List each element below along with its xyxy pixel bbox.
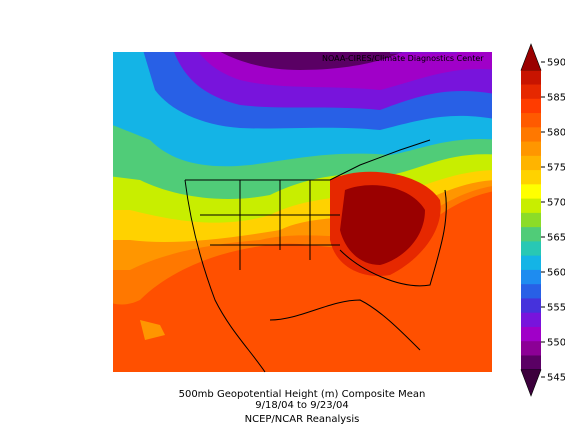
colorbar-label: 5650 bbox=[547, 233, 565, 244]
colorbar-swatch bbox=[521, 298, 541, 314]
colorbar-label: 5600 bbox=[547, 268, 565, 279]
colorbar-swatch bbox=[521, 98, 541, 114]
colorbar-swatch bbox=[521, 341, 541, 356]
coastlines bbox=[184, 139, 447, 373]
colorbar-swatch bbox=[521, 241, 541, 257]
colorbar-swatch bbox=[521, 255, 541, 271]
colorbar-swatch bbox=[521, 70, 541, 86]
colorbar-label: 5900 bbox=[547, 58, 565, 69]
colorbar-swatch bbox=[521, 212, 541, 228]
colorbar-label: 5750 bbox=[547, 163, 565, 174]
colorbar-label: 5700 bbox=[547, 198, 565, 209]
colorbar-swatch bbox=[521, 326, 541, 342]
colorbar-swatch bbox=[521, 198, 541, 214]
outline bbox=[184, 139, 447, 373]
colorbar-swatch bbox=[521, 312, 541, 328]
colorbar-swatch bbox=[521, 284, 541, 299]
caption-dates: 9/18/04 to 9/23/04 bbox=[255, 400, 349, 411]
colorbar-swatch bbox=[521, 170, 541, 185]
colorbar-label: 5850 bbox=[547, 93, 565, 104]
colorbar-swatch bbox=[521, 269, 541, 285]
colorbar-cap bbox=[520, 369, 542, 397]
band bbox=[220, 52, 403, 70]
colorbar-swatch bbox=[521, 155, 541, 171]
caption-source: NCEP/NCAR Reanalysis bbox=[245, 414, 360, 425]
state-lines bbox=[185, 179, 340, 270]
colorbar-swatch bbox=[521, 184, 541, 200]
colorbar-swatch bbox=[521, 355, 541, 371]
colorbar-swatch bbox=[521, 127, 541, 143]
colorbar-label: 5450 bbox=[547, 373, 565, 384]
band bbox=[140, 320, 165, 340]
colorbar-swatch bbox=[521, 84, 541, 100]
colorbar-label: 5800 bbox=[547, 128, 565, 139]
colorbar-cap bbox=[520, 43, 542, 71]
colorbar-swatch bbox=[521, 141, 541, 157]
credit: NOAA-CIRES/Climate Diagnostics Center bbox=[322, 54, 484, 63]
colorbar-swatch bbox=[521, 227, 541, 242]
colorbar-swatch bbox=[521, 113, 541, 128]
caption-title: 500mb Geopotential Height (m) Composite … bbox=[179, 389, 426, 400]
height-field bbox=[113, 52, 492, 372]
band bbox=[340, 185, 425, 265]
